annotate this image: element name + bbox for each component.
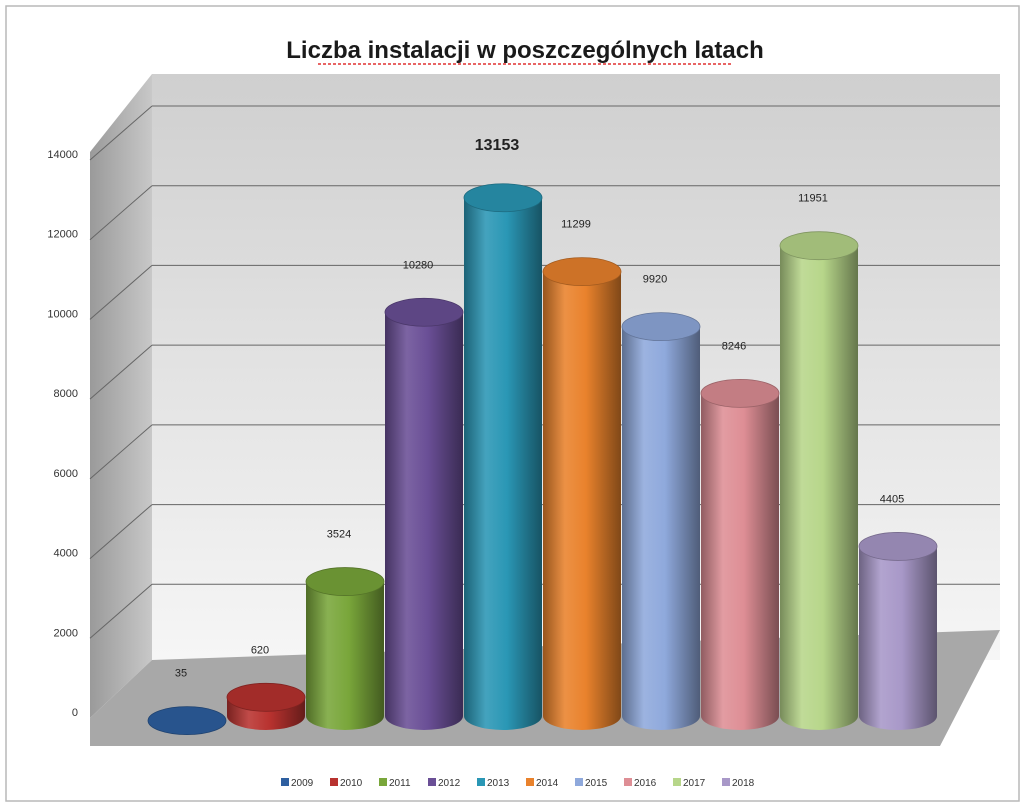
legend-label: 2009 <box>291 778 314 789</box>
data-label: 11951 <box>798 193 828 205</box>
y-tick-label: 2000 <box>54 627 78 639</box>
bar-2012 <box>384 297 464 730</box>
legend-swatch <box>428 778 436 786</box>
legend-label: 2018 <box>732 778 755 789</box>
bar-body <box>543 271 621 730</box>
legend-label: 2013 <box>487 778 510 789</box>
bars <box>147 183 938 736</box>
bar-2014 <box>542 257 622 730</box>
bar-2009 <box>147 706 227 736</box>
legend-item-2012: 2012 <box>428 778 461 789</box>
legend-swatch <box>722 778 730 786</box>
legend-label: 2016 <box>634 778 657 789</box>
y-tick-label: 6000 <box>54 468 78 480</box>
bar-body <box>780 245 858 730</box>
gridline-side <box>89 185 153 241</box>
data-label: 4405 <box>880 493 904 505</box>
bar-2011 <box>305 567 385 730</box>
data-label: 10280 <box>403 259 434 271</box>
bar-body <box>859 546 937 730</box>
legend-label: 2012 <box>438 778 461 789</box>
data-label: 620 <box>251 644 269 656</box>
data-label: 3524 <box>327 529 351 541</box>
legend-item-2015: 2015 <box>575 778 608 789</box>
legend-label: 2011 <box>389 778 411 789</box>
bar-body <box>622 326 700 730</box>
bar-top <box>700 378 780 408</box>
legend-item-2011: 2011 <box>379 778 411 789</box>
bar-top <box>858 532 938 561</box>
y-tick-label: 4000 <box>54 548 78 560</box>
legend-label: 2015 <box>585 778 608 789</box>
legend-swatch <box>673 778 681 786</box>
bar-body <box>385 312 463 730</box>
gridline-side <box>89 105 153 161</box>
chart-title: Liczba instalacji w poszczególnych latac… <box>286 37 763 64</box>
gridline-side <box>89 424 153 480</box>
legend-item-2018: 2018 <box>722 778 755 789</box>
bar-body <box>701 393 779 730</box>
data-labels: 35 620 3524 10280 13153 11299 9920 8246 11951 440… <box>175 137 904 680</box>
legend-item-2014: 2014 <box>526 778 559 789</box>
legend-item-2017: 2017 <box>673 778 706 789</box>
data-label: 13153 <box>475 137 520 154</box>
bar-2018 <box>858 532 938 730</box>
y-tick-label: 14000 <box>47 149 78 161</box>
y-tick-label: 0 <box>72 707 78 719</box>
legend-swatch <box>575 778 583 786</box>
legend-swatch <box>477 778 485 786</box>
legend-swatch <box>526 778 534 786</box>
bar-top <box>147 706 227 736</box>
legend-label: 2014 <box>536 778 559 789</box>
bar-2013 <box>463 183 543 730</box>
legend-label: 2010 <box>340 778 363 789</box>
bar-2017 <box>779 231 859 730</box>
legend-item-2013: 2013 <box>477 778 510 789</box>
data-label: 9920 <box>643 274 667 286</box>
side-wall <box>90 74 152 718</box>
legend-item-2009: 2009 <box>281 778 314 789</box>
legend-swatch <box>330 778 338 786</box>
legend-swatch <box>281 778 289 786</box>
bar-top <box>542 257 622 287</box>
y-tick-label: 12000 <box>47 229 78 241</box>
gridline-side <box>89 265 153 320</box>
bar-top <box>463 183 543 213</box>
bar-top <box>226 682 306 712</box>
legend: 2009 2010 2011 2012 2013 2014 2015 2016 2017 2018 <box>281 778 755 789</box>
bar-2015 <box>621 312 701 730</box>
bar-body <box>464 197 542 730</box>
y-tick-label: 10000 <box>47 308 78 320</box>
gridline-side <box>89 344 153 400</box>
bar-2010 <box>226 682 306 730</box>
y-axis: 0 2000 4000 6000 8000 10000 12000 14000 <box>47 149 78 719</box>
y-tick-label: 8000 <box>54 388 78 400</box>
bar-top <box>305 567 385 596</box>
bar-top <box>779 231 859 261</box>
data-label: 11299 <box>561 219 591 231</box>
legend-item-2010: 2010 <box>330 778 363 789</box>
legend-label: 2017 <box>683 778 706 789</box>
data-label: 8246 <box>722 340 746 352</box>
legend-item-2016: 2016 <box>624 778 657 789</box>
data-label: 35 <box>175 668 187 680</box>
legend-swatch <box>379 778 387 786</box>
gridline-side <box>89 504 153 559</box>
bar-body <box>306 581 384 730</box>
bar-top <box>384 297 464 327</box>
legend-swatch <box>624 778 632 786</box>
bar-2016 <box>700 378 780 730</box>
bar-top <box>621 312 701 342</box>
gridline-side <box>89 583 153 639</box>
